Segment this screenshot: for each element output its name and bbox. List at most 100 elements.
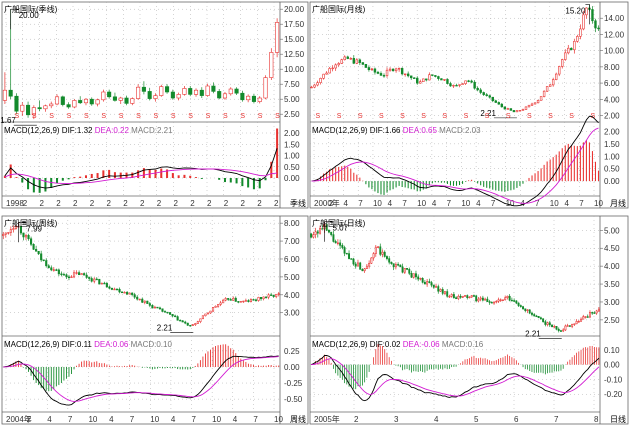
candle-body bbox=[370, 257, 373, 264]
candle-body bbox=[506, 108, 510, 110]
x-tick-label: 2 bbox=[157, 199, 162, 208]
signal-marker: S bbox=[14, 113, 19, 120]
candle-body bbox=[558, 66, 561, 75]
candle-body bbox=[242, 300, 245, 303]
x-tick-label: 2 bbox=[329, 199, 334, 208]
price-tick-label: 20.00 bbox=[284, 5, 305, 14]
low-annotation: 2.21 bbox=[480, 109, 496, 118]
macd-header: MACD(12,26,9) DIF:0.02 DEA:-0.06 MACD:0.… bbox=[312, 340, 484, 349]
candle-body bbox=[8, 89, 13, 97]
signal-marker: S bbox=[358, 113, 363, 120]
candle-body bbox=[580, 318, 583, 322]
candle-body bbox=[98, 278, 101, 285]
candle-body bbox=[80, 273, 83, 276]
candle-body bbox=[521, 109, 525, 111]
candle-body bbox=[78, 100, 83, 104]
candle-body bbox=[7, 232, 10, 234]
candle-body bbox=[70, 276, 73, 278]
candle-body bbox=[494, 100, 497, 103]
candle-body bbox=[488, 301, 491, 303]
candle-body bbox=[542, 318, 545, 322]
candle-body bbox=[228, 88, 233, 95]
candle-body bbox=[217, 304, 220, 307]
candle-body bbox=[78, 272, 81, 276]
candle-body bbox=[62, 274, 65, 276]
candle-body bbox=[512, 110, 516, 113]
candle-body bbox=[95, 99, 100, 105]
candle-body bbox=[182, 88, 187, 95]
macd-dea: DEA:0.06 bbox=[94, 340, 130, 349]
candle-body bbox=[188, 88, 193, 95]
candle-body bbox=[229, 299, 232, 301]
candle-body bbox=[455, 297, 458, 300]
candle-body bbox=[246, 95, 251, 101]
x-tick-label: 7 bbox=[68, 415, 73, 424]
candle-body bbox=[497, 299, 500, 302]
x-tick-label: 2 bbox=[274, 199, 279, 208]
candle-body bbox=[118, 288, 121, 293]
candle-body bbox=[327, 230, 330, 233]
candle-body bbox=[85, 274, 88, 278]
candle-body bbox=[379, 73, 383, 76]
candle-body bbox=[37, 107, 42, 110]
macd-tick-label: 0.50 bbox=[604, 165, 620, 174]
candle-body bbox=[486, 298, 489, 302]
candle-body bbox=[146, 300, 149, 304]
candle-body bbox=[191, 324, 194, 326]
candle-body bbox=[491, 96, 494, 102]
candle-body bbox=[4, 232, 7, 235]
candle-body bbox=[539, 317, 542, 320]
candle-body bbox=[108, 286, 111, 289]
candle-body bbox=[275, 293, 278, 297]
macd-tick-label: -0.25 bbox=[284, 379, 303, 388]
price-tick-label: 17.50 bbox=[284, 20, 305, 29]
x-tick-label: 2004年 bbox=[6, 414, 32, 424]
candle-body bbox=[184, 321, 187, 324]
candle-body bbox=[196, 321, 199, 324]
candle-body bbox=[355, 59, 359, 64]
candle-body bbox=[452, 294, 455, 298]
candle-body bbox=[530, 103, 534, 106]
x-tick-label: 2 bbox=[73, 199, 78, 208]
candle-body bbox=[321, 228, 324, 230]
candle-body bbox=[340, 59, 343, 64]
candle-body bbox=[334, 241, 337, 244]
candle-body bbox=[136, 86, 141, 99]
candle-body bbox=[422, 78, 425, 83]
candle-body bbox=[408, 269, 411, 274]
candle-body bbox=[101, 91, 106, 101]
signal-marker: S bbox=[442, 113, 447, 120]
x-tick-label: 7 bbox=[554, 415, 559, 424]
macd-tick-label: 0.00 bbox=[284, 174, 300, 183]
macd-tick-label: -0.20 bbox=[604, 390, 623, 399]
signal-marker: S bbox=[548, 113, 553, 120]
candle-body bbox=[542, 90, 546, 97]
price-tick-label: 3.00 bbox=[604, 298, 620, 307]
price-tick-label: 6.00 bbox=[604, 79, 620, 88]
candle-body bbox=[470, 80, 473, 83]
candle-body bbox=[401, 266, 404, 273]
candle-body bbox=[473, 81, 476, 89]
x-tick-label: 4 bbox=[171, 415, 176, 424]
signal-marker: S bbox=[379, 113, 384, 120]
candle-body bbox=[262, 296, 265, 300]
candle-body bbox=[559, 330, 562, 332]
candle-body bbox=[176, 316, 179, 321]
candle-body bbox=[571, 323, 574, 327]
low-annotation: 2.21 bbox=[525, 329, 541, 338]
candle-body bbox=[237, 301, 240, 303]
candle-body bbox=[214, 305, 217, 308]
candle-body bbox=[251, 95, 256, 102]
candle-body bbox=[265, 296, 268, 299]
candle-body bbox=[588, 312, 591, 318]
macd-value: MACD:0.16 bbox=[442, 340, 484, 349]
candle-body bbox=[485, 94, 488, 96]
candle-body bbox=[148, 303, 151, 306]
macd-tick-label: 0.00 bbox=[604, 177, 620, 186]
candle-body bbox=[466, 295, 469, 298]
macd-tick-label: -0.10 bbox=[604, 375, 623, 384]
candle-body bbox=[2, 89, 7, 101]
candle-body bbox=[50, 267, 53, 271]
x-tick-label: 10 bbox=[594, 199, 603, 208]
